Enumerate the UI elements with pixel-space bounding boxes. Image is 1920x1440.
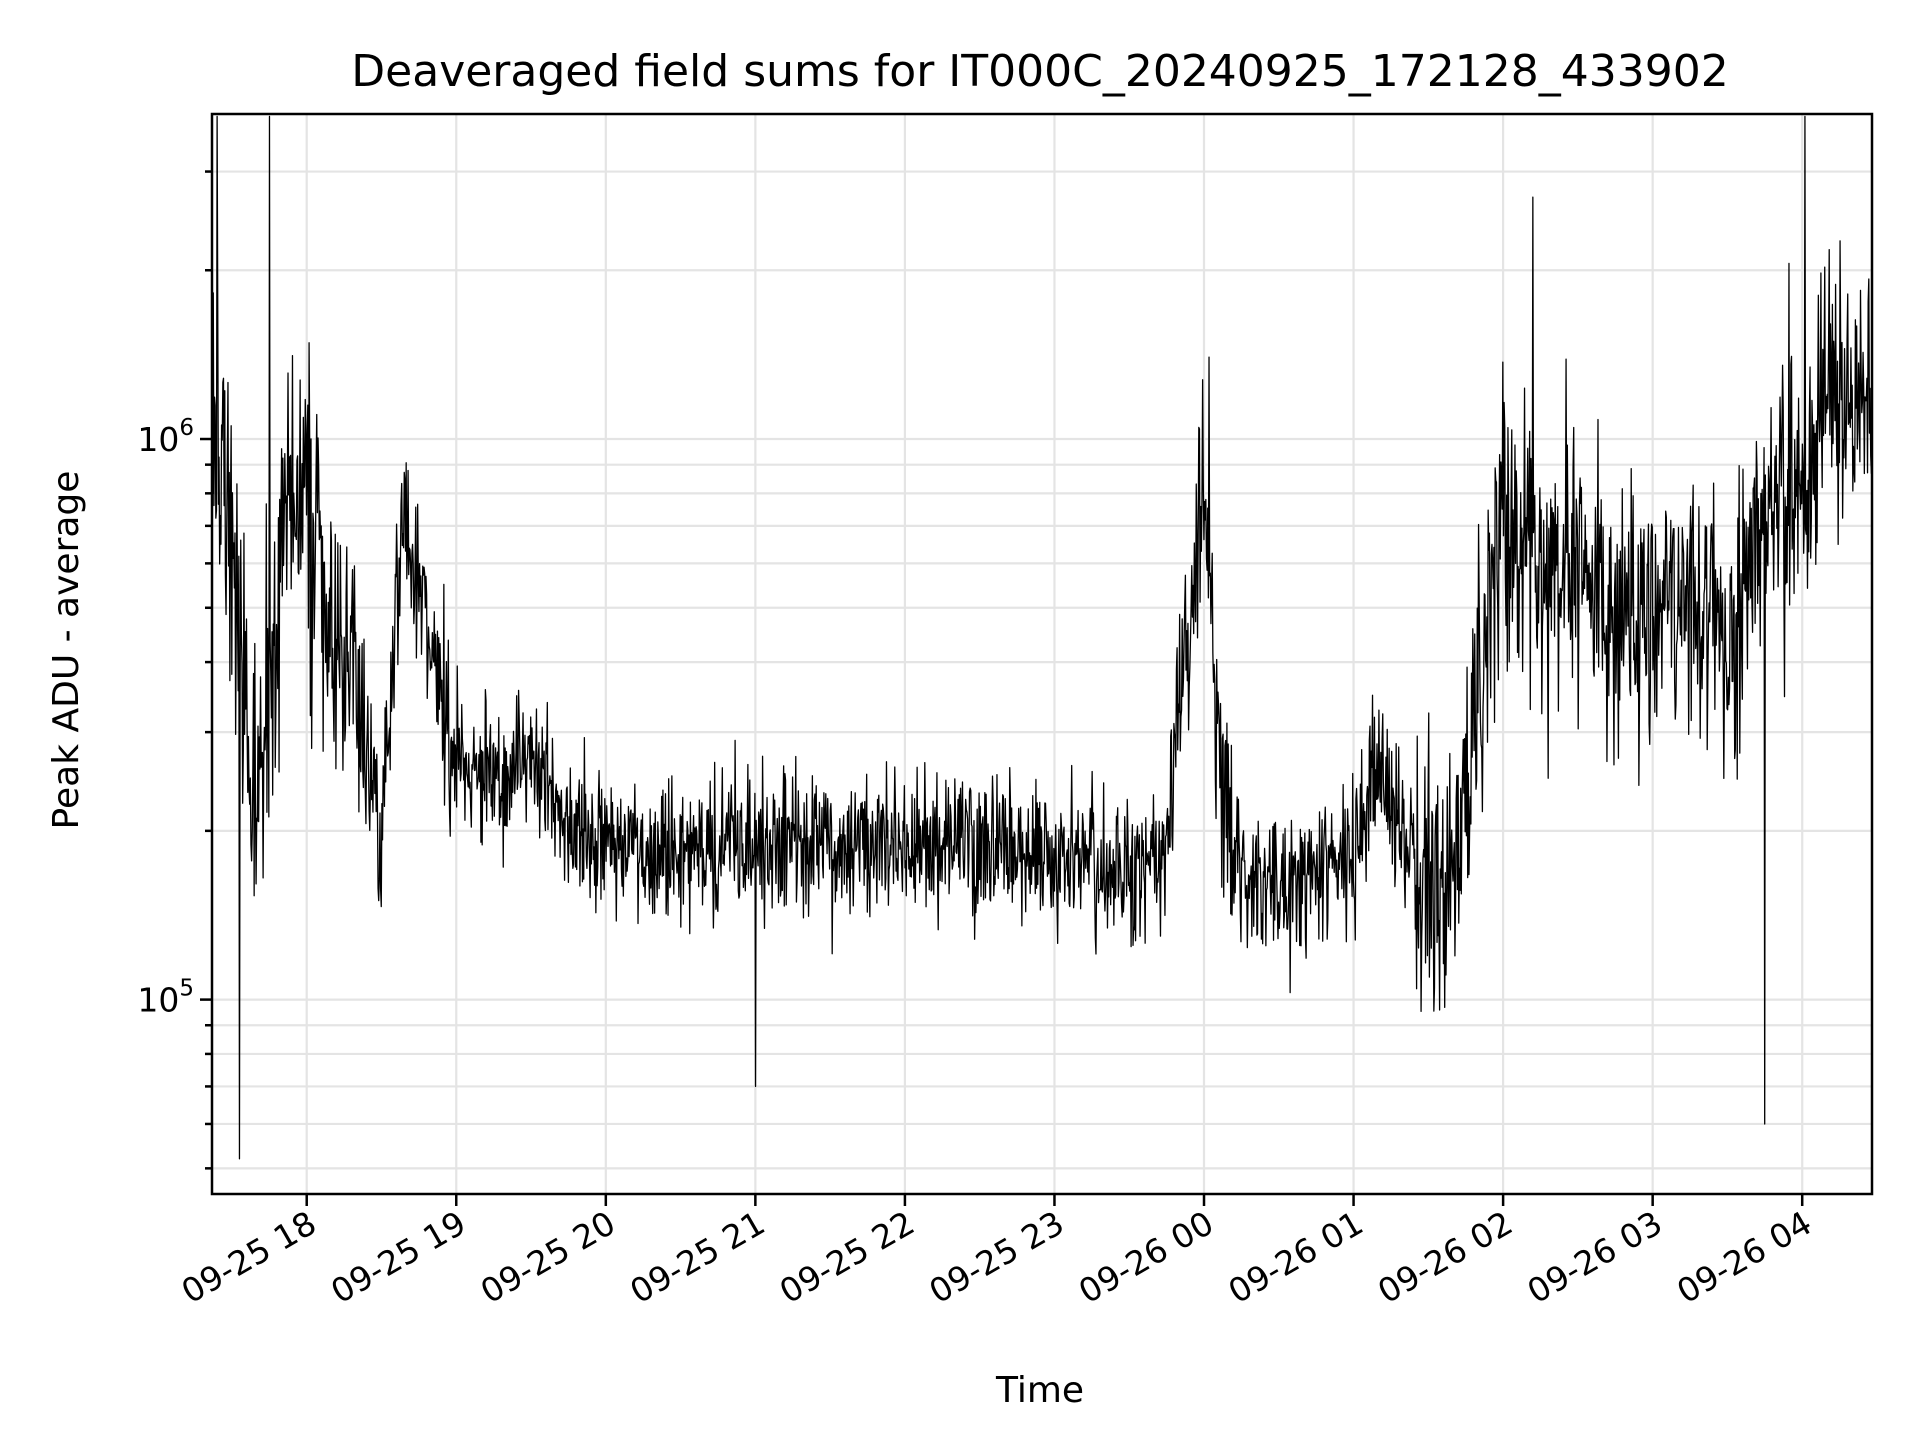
x-tick-label: 09-25 22	[773, 1203, 921, 1311]
x-axis-ticks: 09-25 18 09-25 19 09-25 20 09-25 21 09-25 22…	[175, 1194, 1818, 1311]
x-tick-label: 09-26 03	[1521, 1203, 1669, 1311]
x-tick-label: 09-26 01	[1222, 1203, 1370, 1311]
x-tick-label: 09-25 18	[175, 1203, 323, 1311]
y-axis-label: Peak ADU - average	[46, 471, 87, 830]
y-axis-ticks: 105 106	[137, 170, 212, 1170]
x-tick-label: 09-25 20	[474, 1203, 622, 1311]
x-tick-label: 09-26 02	[1371, 1203, 1519, 1311]
series-line	[211, 115, 1873, 1160]
x-tick-label: 09-25 19	[324, 1203, 472, 1311]
plot-frame	[210, 112, 1874, 1196]
x-tick-label: 09-26 04	[1670, 1203, 1818, 1311]
x-tick-label: 09-25 21	[623, 1203, 771, 1311]
y-tick-label: 105	[137, 976, 194, 1020]
series-layer	[211, 115, 1873, 1160]
x-axis-label: Time	[995, 1370, 1084, 1411]
y-tick-label: 106	[137, 415, 194, 459]
chart-title: Deaveraged field sums for IT000C_2024092…	[351, 46, 1728, 97]
x-tick-label: 09-26 00	[1072, 1203, 1220, 1311]
x-tick-label: 09-25 23	[922, 1203, 1070, 1311]
